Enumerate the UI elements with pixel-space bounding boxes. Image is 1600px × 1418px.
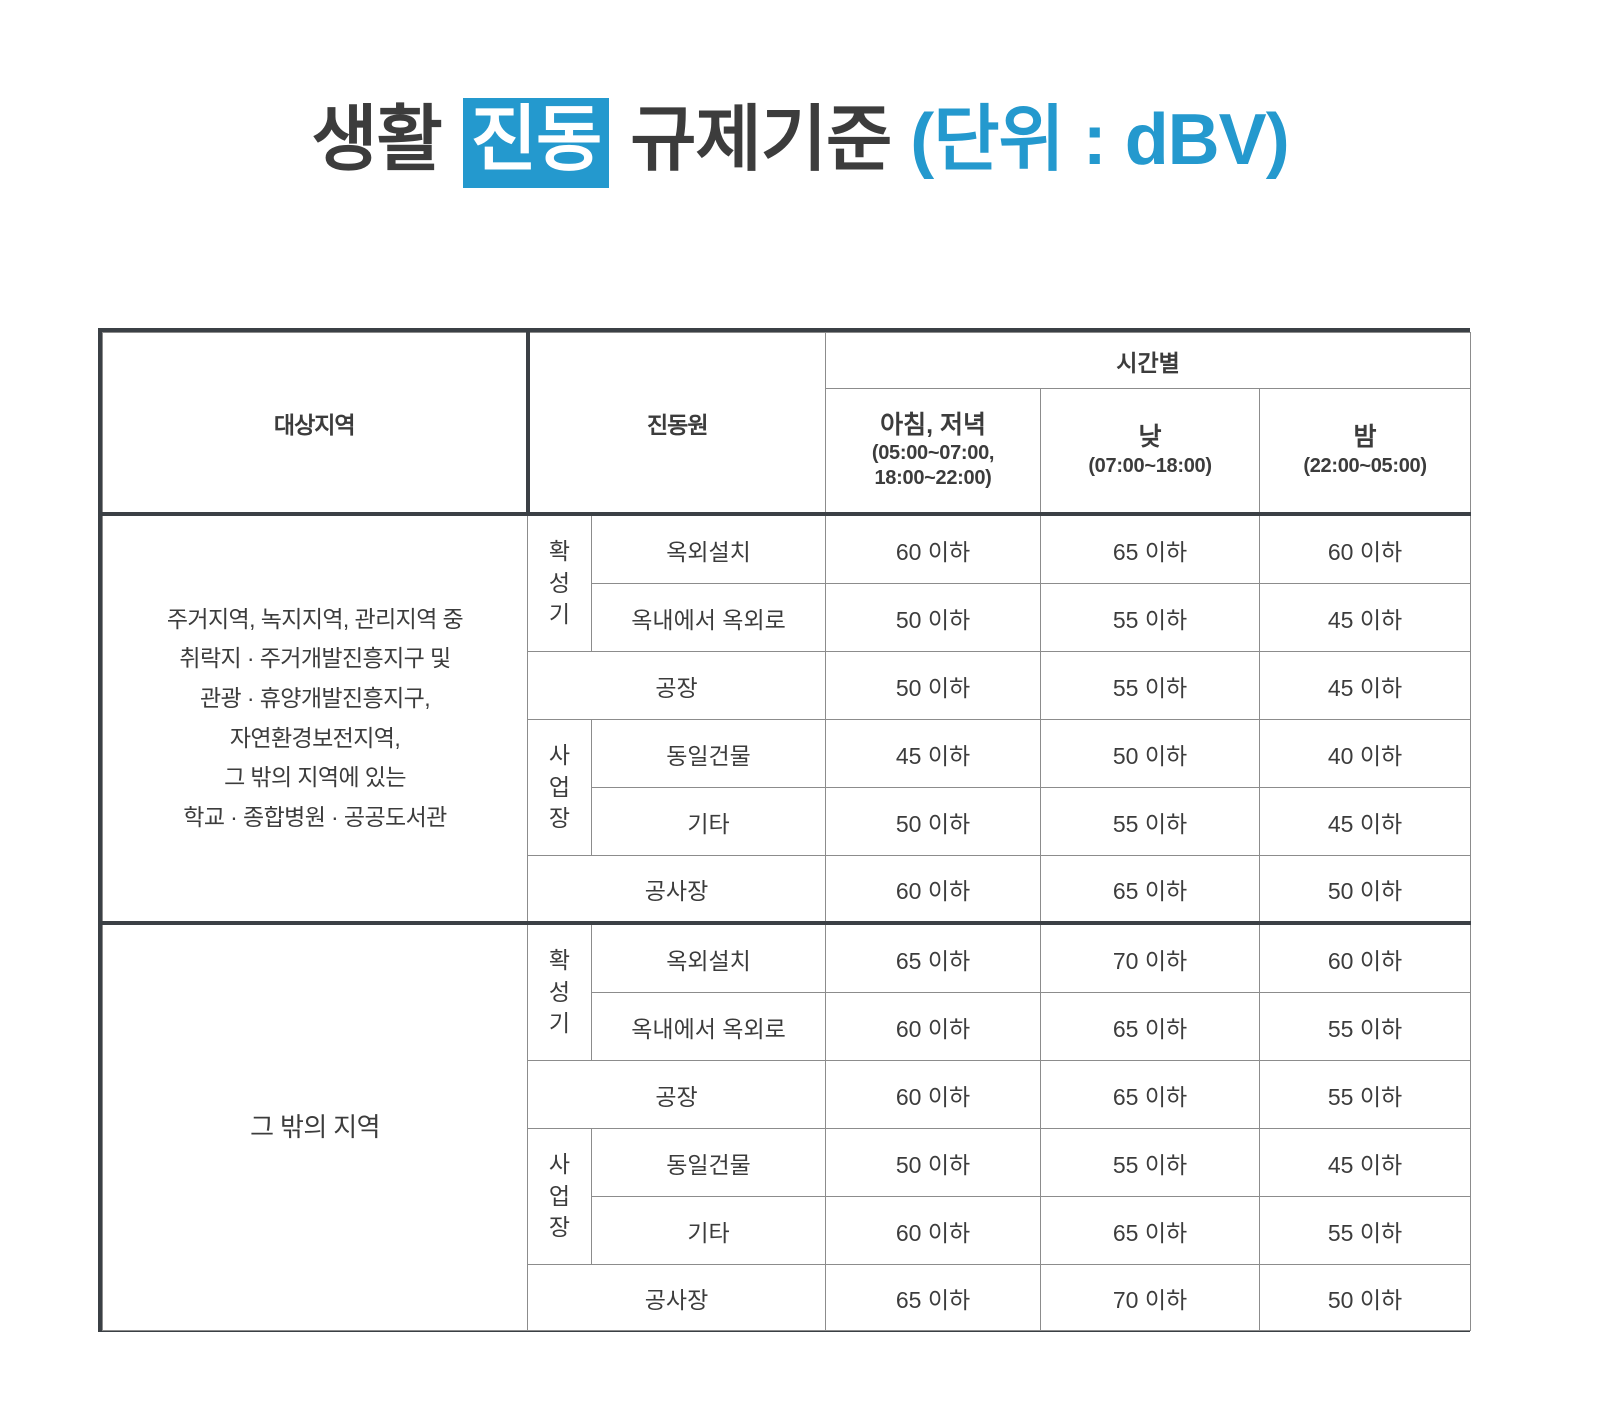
- source-name-cell: 공사장: [526, 855, 827, 925]
- table-row: 사 업 장 동일건물 45 이하 50 이하 40 이하: [103, 719, 1472, 856]
- value-cell-2: 55 이하: [1040, 583, 1261, 652]
- value-cell-2: 65 이하: [1040, 855, 1261, 925]
- header-cell-region: 대상지역: [102, 332, 530, 516]
- value-cell-1: 60 이하: [825, 513, 1042, 584]
- value-cell-2: 65 이하: [1040, 1196, 1261, 1265]
- table-row: 기타 50 이하 55 이하 45 이하: [103, 787, 1472, 856]
- table-row: 공장 60 이하 65 이하 55 이하: [103, 1060, 1472, 1129]
- table-row: 그 밖의 지역 확 성 기 옥외설치 65 이하 70 이하 60 이하: [102, 922, 1472, 1331]
- time-col-range: (07:00~18:00): [1088, 454, 1212, 477]
- source-name-cell: 동일건물: [590, 1128, 827, 1197]
- source-name-cell: 공사장: [526, 1264, 827, 1331]
- header-cell-time-2: 낮 (07:00~18:00): [1040, 388, 1261, 516]
- value-cell-1: 65 이하: [825, 922, 1042, 993]
- region-cell-1: 주거지역, 녹지지역, 관리지역 중 취락지 · 주거개발진흥지구 및 관광 · 휴…: [102, 513, 528, 925]
- value-cell-3: 60 이하: [1259, 513, 1472, 584]
- value-cell-2: 65 이하: [1040, 1060, 1261, 1129]
- table-row: 공사장 60 이하 65 이하 50 이하: [103, 855, 1472, 925]
- title-part-1: 생활: [311, 100, 461, 180]
- value-cell-3: 40 이하: [1259, 719, 1472, 788]
- value-cell-1: 60 이하: [825, 855, 1042, 925]
- table-row: 공사장 65 이하 70 이하 50 이하: [103, 1264, 1472, 1331]
- value-cell-3: 50 이하: [1259, 1264, 1472, 1331]
- value-cell-1: 60 이하: [825, 1060, 1042, 1129]
- value-cell-3: 45 이하: [1259, 651, 1472, 720]
- table-row: 기타 60 이하 65 이하 55 이하: [103, 1196, 1472, 1265]
- value-cell-2: 55 이하: [1040, 787, 1261, 856]
- value-cell-1: 50 이하: [825, 787, 1042, 856]
- title-text: 생활 진동 규제기준 (단위 : dBV): [311, 98, 1290, 188]
- value-cell-2: 65 이하: [1040, 513, 1261, 584]
- source-name-cell: 기타: [590, 1196, 827, 1265]
- header-cell-source: 진동원: [526, 332, 827, 516]
- value-cell-2: 55 이하: [1040, 651, 1261, 720]
- source-name-cell: 옥외설치: [590, 513, 827, 584]
- value-cell-2: 50 이하: [1040, 719, 1261, 788]
- value-cell-3: 55 이하: [1259, 992, 1472, 1061]
- value-cell-2: 55 이하: [1040, 1128, 1261, 1197]
- header-cell-time-group: 시간별: [825, 332, 1472, 389]
- value-cell-1: 60 이하: [825, 1196, 1042, 1265]
- value-cell-2: 65 이하: [1040, 992, 1261, 1061]
- value-cell-3: 45 이하: [1259, 583, 1472, 652]
- table-row: 주거지역, 녹지지역, 관리지역 중 취락지 · 주거개발진흥지구 및 관광 · 휴…: [102, 513, 1472, 925]
- time-col-range: (22:00~05:00): [1303, 454, 1427, 477]
- source-name-cell: 옥내에서 옥외로: [590, 583, 827, 652]
- value-cell-3: 50 이하: [1259, 855, 1472, 925]
- header-cell-time-3: 밤 (22:00~05:00): [1259, 388, 1472, 516]
- table-row: 옥내에서 옥외로 60 이하 65 이하 55 이하: [103, 992, 1472, 1061]
- value-cell-3: 60 이하: [1259, 922, 1472, 993]
- value-cell-1: 50 이하: [825, 583, 1042, 652]
- value-cell-3: 55 이하: [1259, 1060, 1472, 1129]
- source-name-cell: 공장: [526, 651, 827, 720]
- regulation-table: 대상지역 진동원 시간별 아침, 저녁 (05:00~07:00, 18:00~22:00…: [98, 328, 1472, 1332]
- header-row-times: 아침, 저녁 (05:00~07:00, 18:00~22:00) 낮 (07:00~1…: [103, 388, 1472, 516]
- time-col-name: 밤: [1353, 423, 1377, 452]
- value-cell-3: 55 이하: [1259, 1196, 1472, 1265]
- value-cell-1: 50 이하: [825, 651, 1042, 720]
- value-cell-2: 70 이하: [1040, 922, 1261, 993]
- table-grid: 대상지역 진동원 시간별 아침, 저녁 (05:00~07:00, 18:00~22:00…: [102, 332, 1472, 1331]
- title-highlight: 진동: [462, 98, 610, 188]
- value-cell-3: 45 이하: [1259, 787, 1472, 856]
- header-cell-time-1: 아침, 저녁 (05:00~07:00, 18:00~22:00): [825, 388, 1042, 516]
- time-col-name: 아침, 저녁: [880, 410, 986, 439]
- value-cell-1: 65 이하: [825, 1264, 1042, 1331]
- value-cell-1: 50 이하: [825, 1128, 1042, 1197]
- source-name-cell: 공장: [526, 1060, 827, 1129]
- value-cell-2: 70 이하: [1040, 1264, 1261, 1331]
- source-name-cell: 옥외설치: [590, 922, 827, 993]
- value-cell-1: 60 이하: [825, 992, 1042, 1061]
- value-cell-3: 45 이하: [1259, 1128, 1472, 1197]
- source-name-cell: 기타: [590, 787, 827, 856]
- value-cell-1: 45 이하: [825, 719, 1042, 788]
- time-col-name: 낮: [1138, 423, 1162, 452]
- title-unit: (단위 : dBV): [910, 100, 1289, 180]
- time-col-range: (05:00~07:00, 18:00~22:00): [871, 442, 995, 490]
- region-cell-2: 그 밖의 지역: [102, 922, 528, 1331]
- header-row-top: 대상지역 진동원 시간별: [102, 332, 1472, 516]
- table-row: 공장 50 이하 55 이하 45 이하: [103, 651, 1472, 720]
- table-row: 사 업 장 동일건물 50 이하 55 이하 45 이하: [103, 1128, 1472, 1265]
- source-name-cell: 동일건물: [590, 719, 827, 788]
- title-part-2: 규제기준: [611, 100, 911, 180]
- page-title: 생활 진동 규제기준 (단위 : dBV): [0, 98, 1600, 188]
- source-name-cell: 옥내에서 옥외로: [590, 992, 827, 1061]
